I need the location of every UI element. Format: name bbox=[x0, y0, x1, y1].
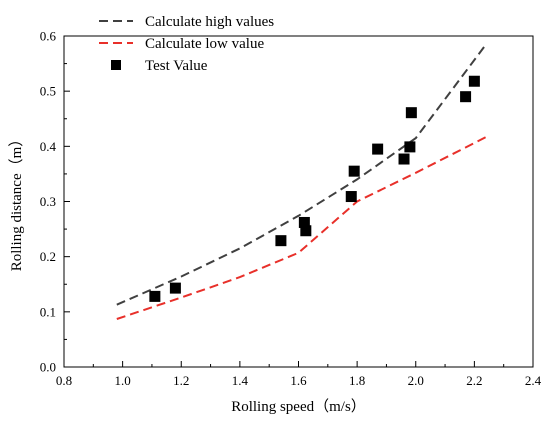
series-layer bbox=[116, 43, 487, 320]
test-value-point bbox=[149, 290, 161, 302]
test-value-point bbox=[345, 191, 357, 203]
x-axis-label: Rolling speed（m/s） bbox=[231, 398, 366, 415]
y-tick-label: 0.1 bbox=[40, 304, 56, 319]
legend-entry: Calculate high values bbox=[99, 14, 274, 30]
y-tick-label: 0.4 bbox=[40, 139, 57, 154]
legend-square-swatch bbox=[111, 60, 121, 70]
x-tick-label: 2.2 bbox=[466, 373, 482, 388]
test-value-point bbox=[468, 75, 480, 87]
legend-label: Calculate low value bbox=[145, 36, 264, 52]
legend: Calculate high values Calculate low value… bbox=[99, 14, 274, 74]
y-tick-label: 0.5 bbox=[40, 84, 56, 99]
test-value-point bbox=[404, 141, 416, 153]
test-value-point bbox=[275, 235, 287, 247]
series-line-1 bbox=[116, 136, 487, 320]
test-value-point bbox=[460, 91, 472, 103]
axis-layer: 0.8 1.0 1.2 1.4 1.6 1.8 2.0 2.2 2.4 0.0 0.1 0.2 0.3 0… bbox=[40, 29, 542, 389]
x-tick-label: 2.0 bbox=[408, 373, 424, 388]
y-tick-label: 0.0 bbox=[40, 360, 56, 375]
x-tick-label: 1.6 bbox=[290, 373, 307, 388]
series-line-0 bbox=[116, 43, 487, 306]
x-tick-label: 1.4 bbox=[232, 373, 249, 388]
test-value-point bbox=[300, 225, 312, 237]
x-tick-label: 1.0 bbox=[115, 373, 131, 388]
legend-label: Test Value bbox=[145, 58, 208, 74]
y-tick-label: 0.2 bbox=[40, 249, 56, 264]
y-tick-label: 0.6 bbox=[40, 29, 57, 44]
legend-entry: Test Value bbox=[111, 58, 208, 74]
test-value-point bbox=[298, 216, 310, 228]
x-tick-label: 2.4 bbox=[525, 373, 542, 388]
test-value-point bbox=[372, 143, 384, 155]
legend-label: Calculate high values bbox=[145, 14, 274, 30]
test-value-point bbox=[348, 165, 360, 177]
x-tick-label: 0.8 bbox=[56, 373, 72, 388]
legend-entry: Calculate low value bbox=[99, 36, 264, 52]
y-axis-label: Rolling distance（m） bbox=[8, 132, 25, 272]
x-tick-label: 1.2 bbox=[173, 373, 189, 388]
y-tick-label: 0.3 bbox=[40, 194, 56, 209]
test-value-point bbox=[398, 153, 410, 165]
test-value-point bbox=[169, 282, 181, 294]
x-tick-label: 1.8 bbox=[349, 373, 365, 388]
plot-frame bbox=[63, 35, 534, 368]
test-value-point bbox=[405, 107, 417, 119]
